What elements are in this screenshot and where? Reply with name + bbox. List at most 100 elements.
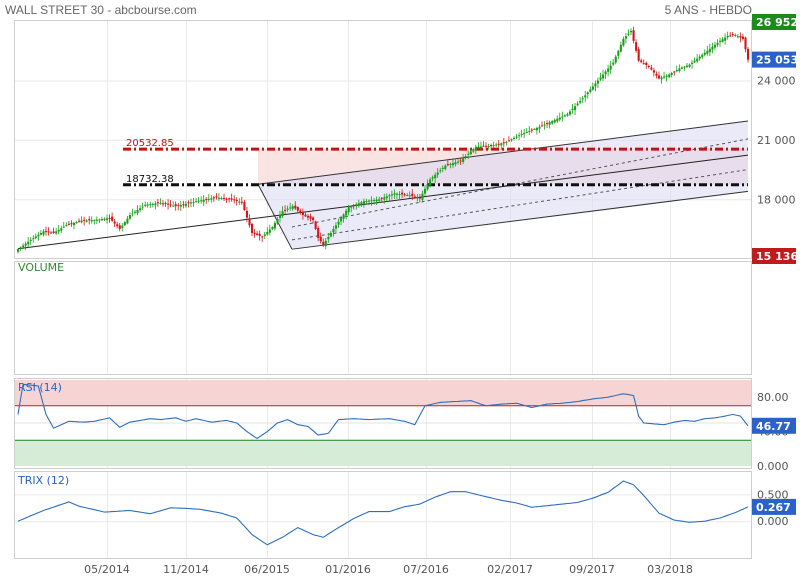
candle-body — [134, 211, 137, 213]
candle-body — [299, 210, 302, 213]
candle-body — [360, 202, 363, 205]
candle-body — [345, 210, 348, 216]
candle-body — [195, 201, 198, 203]
candle-body — [607, 68, 610, 72]
candle-body — [289, 207, 292, 209]
candle-body — [19, 247, 22, 249]
candle-body — [423, 188, 427, 194]
candle-body — [75, 222, 78, 224]
candle-body — [688, 64, 691, 67]
candle-body — [243, 201, 246, 210]
candle-body — [747, 48, 750, 60]
candle-body — [515, 136, 518, 138]
candle-body — [258, 233, 261, 236]
candle-body — [617, 50, 620, 56]
candle-body — [632, 30, 635, 41]
candle-body — [403, 194, 406, 196]
candle-body — [744, 37, 747, 50]
price-min-label: 15 136 — [756, 250, 798, 263]
candle-body — [37, 234, 40, 237]
candle-body — [411, 193, 414, 197]
x-tick-label: 11/2014 — [163, 563, 209, 576]
candle-body — [640, 60, 643, 63]
candle-body — [551, 121, 554, 124]
candle-body — [614, 56, 617, 63]
candle-body — [177, 204, 180, 206]
candle-body — [383, 197, 386, 200]
candle-body — [98, 219, 101, 221]
hline-red-label: 20532.85 — [126, 138, 174, 149]
rsi-last-label: 46.77 — [756, 420, 791, 433]
y-tick-label: 18 000 — [757, 193, 796, 206]
candle-body — [70, 223, 73, 225]
candle-body — [24, 243, 27, 246]
candle-body — [698, 56, 701, 59]
candle-body — [652, 70, 655, 73]
candle-body — [85, 220, 88, 222]
panel-frame-0 — [14, 20, 752, 259]
candle-body — [276, 219, 279, 224]
candle-body — [169, 204, 172, 206]
chart-period: 5 ANS - HEBDO — [664, 3, 752, 17]
candle-body — [589, 89, 592, 93]
candle-body — [436, 172, 439, 175]
candle-body — [622, 38, 625, 46]
x-tick-label: 05/2014 — [84, 563, 130, 576]
price-max-label: 26 952 — [756, 16, 798, 29]
candle-body — [116, 224, 119, 227]
candle-body — [39, 233, 42, 235]
candle-body — [540, 125, 544, 127]
candle-body — [719, 40, 722, 42]
candle-body — [464, 156, 467, 158]
candle-body — [22, 245, 25, 248]
x-tick-label: 01/2016 — [325, 563, 371, 576]
candle-body — [451, 163, 455, 166]
candle-body — [230, 198, 233, 200]
rsi-tick-label: 0.000 — [757, 460, 789, 473]
candle-body — [635, 42, 638, 51]
candle-body — [72, 222, 76, 226]
candle-body — [314, 221, 317, 229]
candle-body — [472, 149, 475, 152]
candle-body — [202, 199, 205, 202]
candle-body — [151, 203, 154, 205]
candle-body — [693, 60, 696, 63]
candle-body — [729, 35, 732, 37]
candle-body — [487, 145, 490, 147]
candle-body — [251, 223, 254, 233]
candle-body — [624, 36, 628, 39]
rsi-tick-label: 80.00 — [757, 391, 789, 404]
candle-body — [479, 146, 483, 148]
rsi-title: RSI (14) — [18, 381, 62, 394]
candle-body — [189, 202, 193, 204]
candle-body — [57, 229, 60, 232]
candle-body — [429, 179, 432, 186]
candle-body — [141, 206, 144, 208]
candle-body — [309, 216, 312, 219]
trix-tick-label: 0.000 — [757, 515, 789, 528]
candle-body — [591, 86, 594, 90]
candle-body — [256, 233, 259, 235]
candle-body — [357, 203, 360, 205]
candle-body — [93, 220, 96, 222]
candle-body — [126, 218, 129, 224]
candle-body — [393, 193, 396, 195]
candle-body — [561, 116, 564, 118]
candle-body — [65, 225, 68, 227]
candle-body — [362, 201, 366, 204]
candle-body — [103, 218, 106, 220]
y-tick-label: 21 000 — [757, 134, 796, 147]
candle-body — [512, 137, 516, 139]
candle-body — [312, 217, 315, 221]
candle-body — [571, 108, 574, 111]
candle-body — [197, 200, 200, 202]
candle-body — [490, 145, 493, 147]
candle-body — [568, 111, 572, 115]
candle-body — [304, 214, 307, 217]
candle-body — [492, 145, 495, 147]
candle-body — [174, 204, 177, 207]
candle-body — [579, 100, 582, 103]
candle-body — [721, 39, 724, 42]
trix-tick-label: 0.500 — [757, 488, 789, 501]
